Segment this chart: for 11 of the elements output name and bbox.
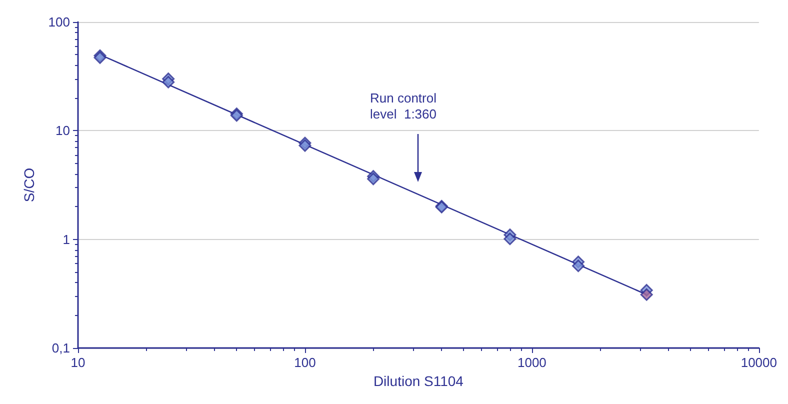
x-axis-title: Dilution S1104 (373, 372, 464, 389)
y-tick-label: 0,1 (52, 340, 70, 356)
y-tick-label: 10 (56, 123, 70, 138)
y-axis-title: S/CO (21, 168, 37, 202)
x-tick-label: 10 (70, 355, 86, 370)
annotation: Run control level 1:360 (370, 90, 437, 122)
x-tick-label: 10000 (740, 355, 778, 370)
x-tick-label: 1000 (517, 355, 546, 370)
y-tick-label: 1 (62, 232, 70, 247)
y-tick-label: 100 (48, 14, 70, 30)
x-tick-label: 100 (294, 355, 316, 370)
